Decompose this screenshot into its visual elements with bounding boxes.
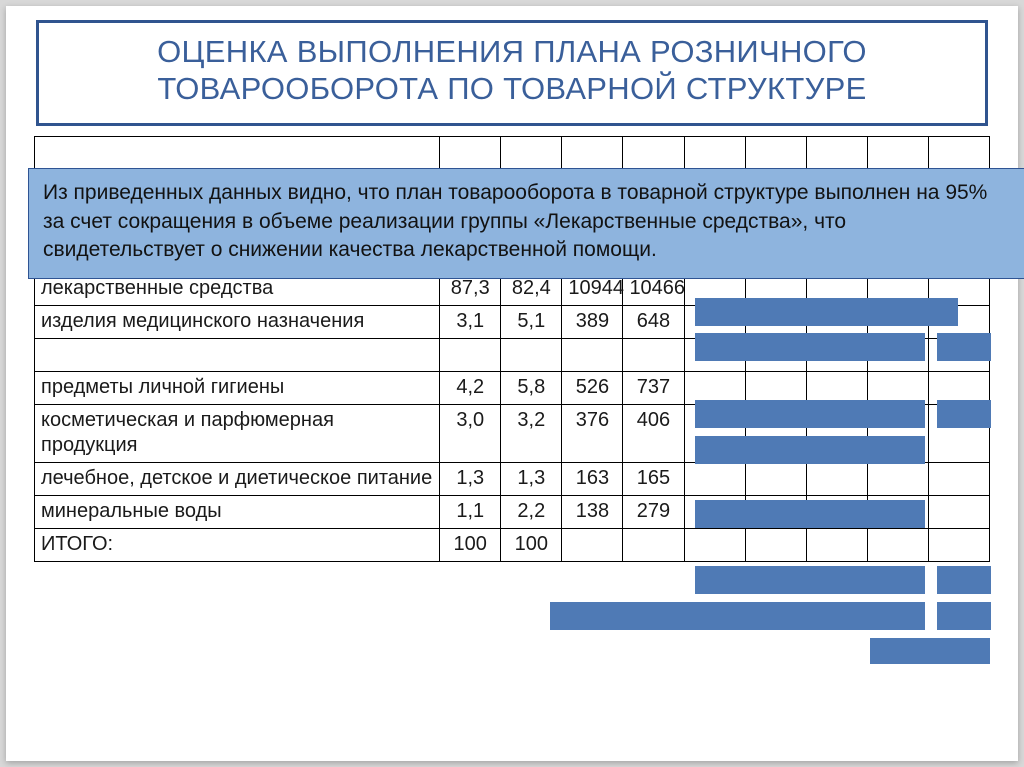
row-name-cell: ИТОГО:	[35, 529, 440, 562]
row-value-cell: 389	[562, 306, 623, 339]
row-value-cell: 5,1	[501, 306, 562, 339]
row-value-cell	[867, 463, 928, 496]
row-value-cell	[562, 529, 623, 562]
overlay-bar	[870, 638, 990, 664]
row-value-cell: 3,2	[501, 405, 562, 463]
row-value-cell: 648	[623, 306, 684, 339]
title-container: ОЦЕНКА ВЫПОЛНЕНИЯ ПЛАНА РОЗНИЧНОГО ТОВАР…	[36, 20, 988, 126]
row-value-cell	[928, 529, 989, 562]
row-value-cell: 1,1	[440, 496, 501, 529]
row-value-cell: 5,8	[501, 372, 562, 405]
row-value-cell	[806, 529, 867, 562]
row-value-cell: 138	[562, 496, 623, 529]
row-name-cell: изделия медицинского назначения	[35, 306, 440, 339]
row-value-cell	[745, 463, 806, 496]
overlay-bar	[695, 436, 925, 464]
row-value-cell: 3,0	[440, 405, 501, 463]
row-value-cell	[684, 463, 745, 496]
slide: ОЦЕНКА ВЫПОЛНЕНИЯ ПЛАНА РОЗНИЧНОГО ТОВАР…	[6, 6, 1018, 761]
row-value-cell	[806, 463, 867, 496]
row-value-cell: 406	[623, 405, 684, 463]
row-name-cell: предметы личной гигиены	[35, 372, 440, 405]
row-name-cell: лечебное, детское и диетическое питание	[35, 463, 440, 496]
overlay-bar	[937, 400, 991, 428]
row-value-cell: 2,2	[501, 496, 562, 529]
table-row: ИТОГО:100100	[35, 529, 990, 562]
overlay-bar	[937, 602, 991, 630]
overlay-bar	[695, 298, 958, 326]
row-value-cell: 376	[562, 405, 623, 463]
row-value-cell: 1,3	[440, 463, 501, 496]
overlay-bar	[937, 566, 991, 594]
overlay-bar	[695, 400, 925, 428]
callout-note: Из приведенных данных видно, что план то…	[28, 168, 1024, 279]
overlay-bar	[695, 500, 925, 528]
row-value-cell	[928, 496, 989, 529]
row-value-cell: 100	[440, 529, 501, 562]
overlay-bar	[550, 602, 925, 630]
row-value-cell	[867, 529, 928, 562]
row-name-cell: косметическая и парфюмерная продукция	[35, 405, 440, 463]
overlay-bar	[937, 333, 991, 361]
row-value-cell: 163	[562, 463, 623, 496]
row-value-cell	[745, 529, 806, 562]
row-value-cell	[623, 529, 684, 562]
overlay-bar	[695, 566, 925, 594]
row-value-cell: 3,1	[440, 306, 501, 339]
table-header-row-1	[35, 137, 990, 171]
row-value-cell: 4,2	[440, 372, 501, 405]
row-value-cell: 279	[623, 496, 684, 529]
row-value-cell: 100	[501, 529, 562, 562]
row-name-cell: минеральные воды	[35, 496, 440, 529]
row-value-cell	[684, 529, 745, 562]
row-value-cell: 737	[623, 372, 684, 405]
row-value-cell	[928, 463, 989, 496]
overlay-bar	[695, 333, 925, 361]
page-title: ОЦЕНКА ВЫПОЛНЕНИЯ ПЛАНА РОЗНИЧНОГО ТОВАР…	[67, 33, 957, 107]
row-value-cell: 165	[623, 463, 684, 496]
row-value-cell: 526	[562, 372, 623, 405]
table-row: лечебное, детское и диетическое питание1…	[35, 463, 990, 496]
row-value-cell: 1,3	[501, 463, 562, 496]
